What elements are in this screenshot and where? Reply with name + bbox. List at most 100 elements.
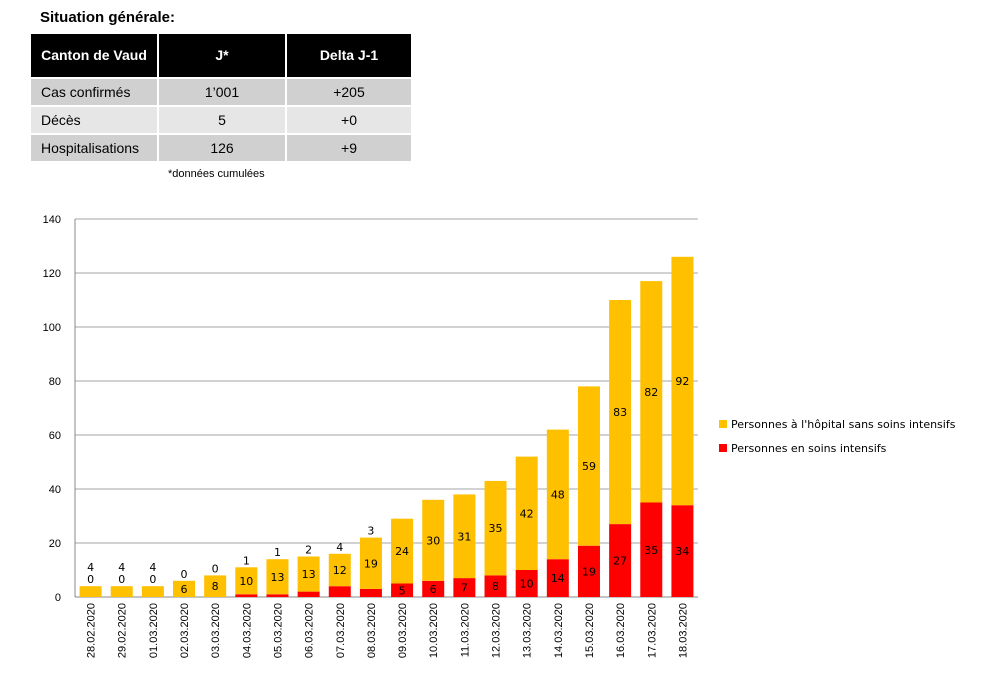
data-label: 2 [305,544,312,557]
bar-hospital [391,518,414,584]
data-label: 27 [613,555,627,568]
bar-hospital [235,567,258,595]
bar-hospital [266,559,289,595]
y-tick-label: 120 [43,268,61,280]
data-label: 1 [274,546,281,559]
data-label: 6 [181,583,188,596]
bar-hospital [141,586,164,597]
data-label: 59 [582,460,596,473]
x-tick-label: 28.02.2020 [86,603,98,658]
situation-table: Canton de Vaud J* Delta J-1 Cas confirmé… [29,32,413,163]
y-tick-label: 40 [49,484,61,496]
x-tick-label: 12.03.2020 [491,603,503,658]
data-label: 8 [212,580,219,593]
x-tick-label: 05.03.2020 [272,603,284,658]
y-tick-label: 100 [43,322,61,334]
header-canton: Canton de Vaud [31,34,157,77]
data-label: 4 [118,561,125,574]
data-label: 30 [426,534,440,547]
bar-icu [484,575,507,597]
bar-hospital [422,499,445,581]
data-label: 42 [520,507,534,520]
data-label: 7 [461,582,468,595]
x-tick-label: 15.03.2020 [584,603,596,658]
y-tick-label: 20 [49,538,61,550]
bar-icu [453,578,476,597]
bar-icu [640,502,663,597]
data-label: 0 [212,562,219,575]
bar-icu [328,586,351,597]
bar-hospital [484,480,507,576]
data-label: 6 [430,583,437,596]
data-label: 1 [243,554,250,567]
data-label: 10 [520,578,534,591]
x-tick-label: 13.03.2020 [522,603,534,658]
bar-icu [515,570,538,597]
x-tick-label: 16.03.2020 [615,603,627,658]
legend-swatch [719,444,727,452]
data-label: 35 [644,544,658,557]
legend-label: Personnes à l'hôpital sans soins intensi… [731,418,956,431]
legend-label: Personnes en soins intensifs [731,442,887,455]
x-tick-label: 01.03.2020 [148,603,160,658]
y-tick-label: 140 [43,214,61,226]
bar-icu [577,545,600,597]
row-delta: +0 [287,107,411,133]
bar-icu [546,559,569,597]
bar-hospital [515,456,538,570]
x-tick-label: 02.03.2020 [179,603,191,658]
data-label: 34 [675,545,689,558]
data-label: 4 [87,561,94,574]
data-label: 19 [582,565,596,578]
bar-hospital [173,580,196,597]
header-delta: Delta J-1 [287,34,411,77]
x-tick-label: 10.03.2020 [428,603,440,658]
data-label: 3 [367,525,374,538]
bar-hospital [204,575,227,597]
data-label: 0 [118,573,125,586]
row-value: 126 [159,135,285,161]
header-j: J* [159,34,285,77]
table-row: Décès 5 +0 [31,107,411,133]
legend-swatch [719,420,727,428]
row-delta: +205 [287,79,411,105]
data-label: 14 [551,572,565,585]
x-tick-label: 14.03.2020 [553,603,565,658]
bar-hospital [609,300,632,525]
bar-hospital [640,281,663,503]
row-delta: +9 [287,135,411,161]
bar-hospital [453,494,476,579]
bar-icu [297,591,320,597]
bar-hospital [297,556,320,592]
data-label: 0 [87,573,94,586]
bar-hospital [577,386,600,546]
bar-hospital [328,553,351,587]
x-tick-label: 18.03.2020 [677,603,689,658]
x-tick-label: 11.03.2020 [459,603,471,657]
row-value: 5 [159,107,285,133]
x-tick-label: 09.03.2020 [397,603,409,658]
data-label: 92 [675,375,689,388]
x-tick-label: 08.03.2020 [366,603,378,658]
data-label: 83 [613,406,627,419]
y-tick-label: 0 [55,592,61,604]
bar-icu [671,505,694,597]
x-tick-label: 07.03.2020 [335,603,347,658]
y-tick-label: 60 [49,430,61,442]
data-label: 4 [336,541,343,554]
data-label: 0 [149,573,156,586]
bar-icu [235,594,258,597]
bar-hospital [671,256,694,506]
table-note: *données cumulées [168,168,265,180]
data-label: 4 [149,561,156,574]
row-label: Décès [31,107,157,133]
bar-icu [266,594,289,597]
x-tick-label: 17.03.2020 [646,603,658,658]
data-label: 35 [489,522,503,535]
data-label: 82 [644,386,658,399]
x-tick-label: 29.02.2020 [117,603,129,658]
data-label: 8 [492,580,499,593]
row-value: 1’001 [159,79,285,105]
data-label: 0 [181,568,188,581]
